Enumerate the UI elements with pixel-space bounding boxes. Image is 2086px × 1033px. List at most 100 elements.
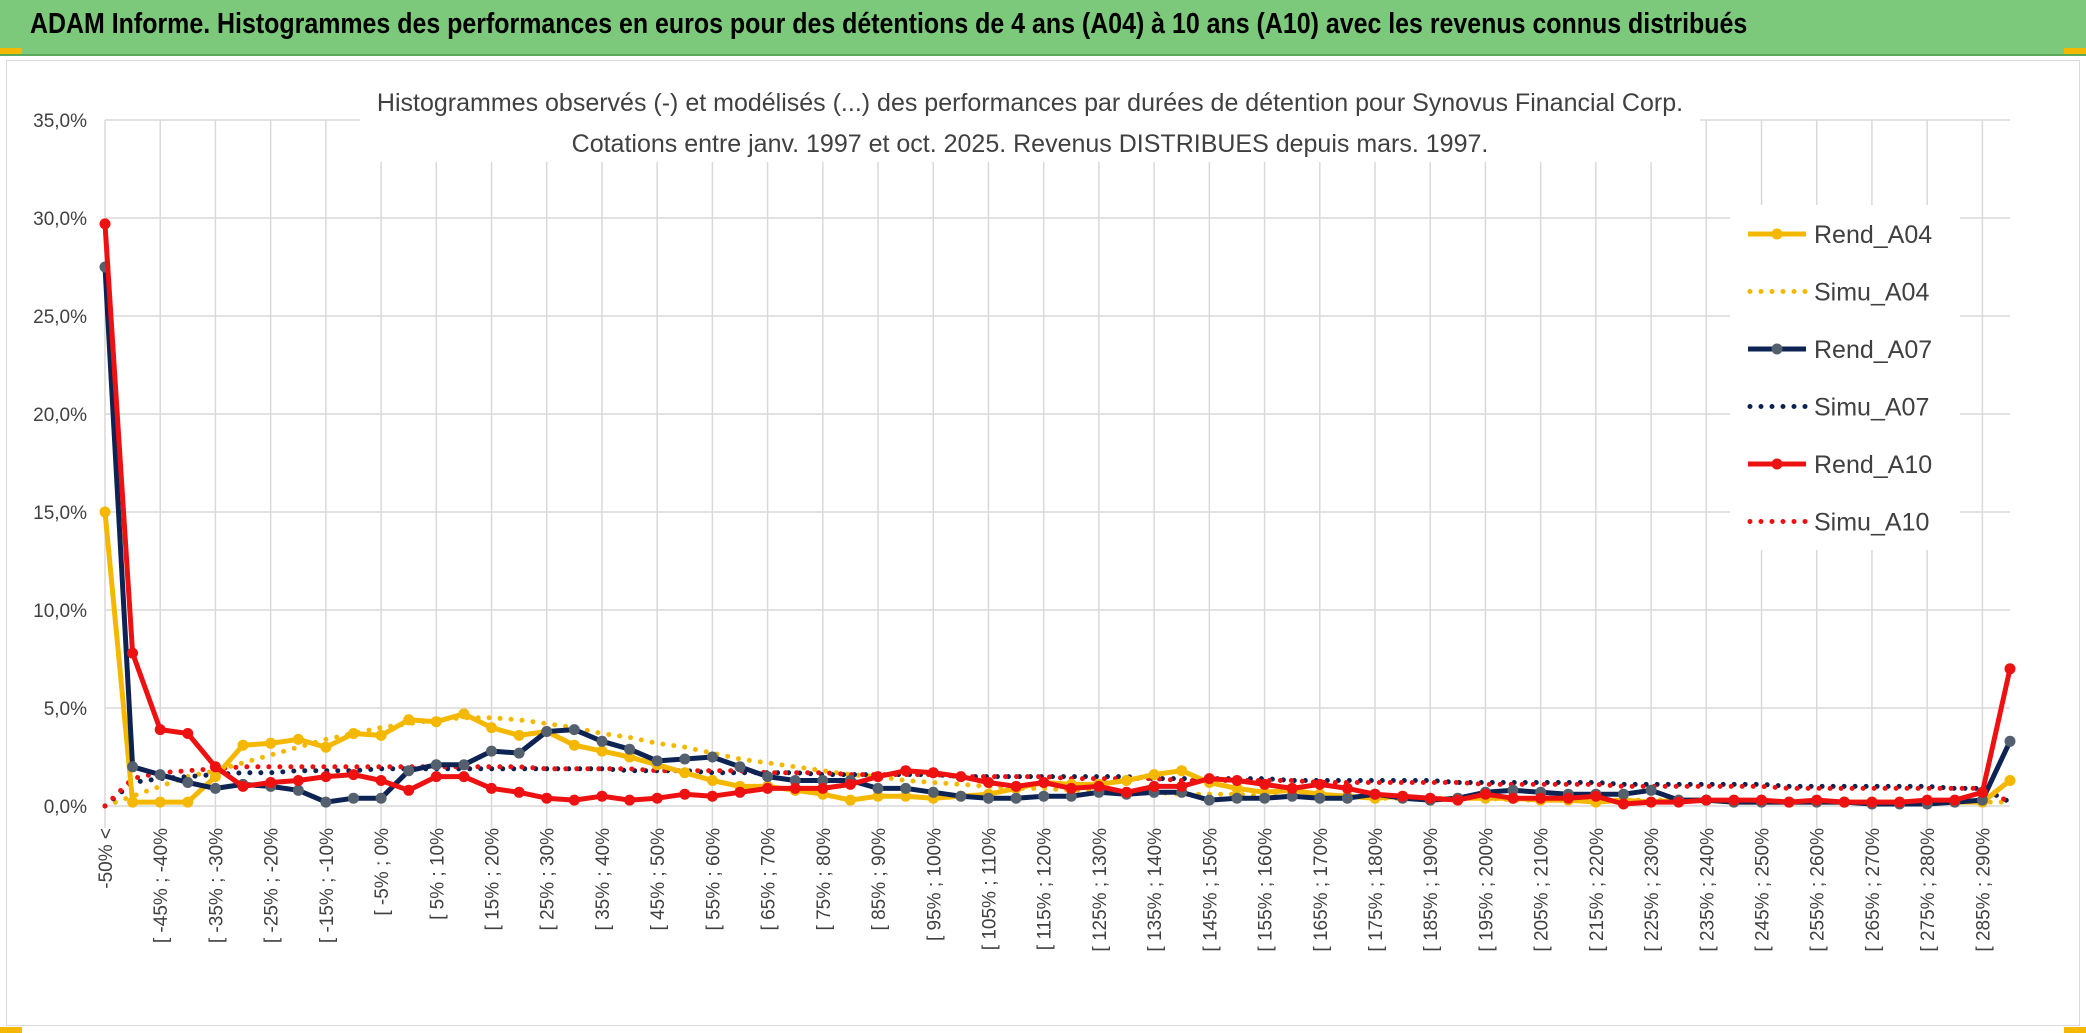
data-point (1535, 792, 1547, 804)
data-point (1203, 794, 1215, 806)
data-point (1314, 792, 1326, 804)
x-tick-label: [ 155% ; 160% (1256, 828, 1277, 952)
data-point (706, 790, 718, 802)
data-point (403, 784, 415, 796)
data-point (486, 722, 497, 734)
data-point (983, 792, 994, 804)
data-point (624, 751, 636, 763)
data-point (844, 794, 856, 806)
data-point (292, 733, 304, 745)
series-line-rend-a07 (102, 266, 2013, 807)
data-point (154, 796, 166, 808)
data-point (1811, 794, 1823, 806)
x-tick-label: [ 265% ; 270% (1863, 828, 1884, 952)
y-tick-label: 10,0% (33, 601, 87, 622)
data-point (348, 769, 359, 781)
data-point (1949, 794, 1961, 806)
data-point (1010, 780, 1022, 792)
data-point (1866, 796, 1878, 808)
data-point (568, 794, 580, 806)
data-point (624, 743, 636, 755)
data-point (292, 775, 304, 786)
x-tick-label: [ 5% ; 10% (427, 828, 448, 920)
data-point (1231, 792, 1243, 804)
data-point (624, 794, 636, 806)
x-tick-label: -50% < (96, 828, 117, 889)
data-point (458, 759, 470, 771)
y-tick-label: 20,0% (33, 405, 87, 426)
data-point (1452, 794, 1464, 806)
data-point (983, 777, 994, 788)
data-point (1259, 778, 1271, 790)
chart-series (99, 218, 2016, 810)
x-tick-label: [ 175% ; 180% (1366, 828, 1387, 952)
data-point (1286, 790, 1298, 802)
data-point (679, 767, 691, 779)
data-point (1203, 773, 1215, 785)
data-point (706, 751, 718, 763)
data-point (872, 771, 884, 783)
x-tick-label: [ 205% ; 210% (1532, 828, 1553, 952)
x-tick-label: [ 245% ; 250% (1753, 828, 1774, 952)
data-point (182, 777, 194, 788)
y-tick-label: 5,0% (44, 699, 87, 720)
data-point (734, 786, 746, 798)
data-point (458, 771, 470, 783)
series-line-rend-a10 (102, 223, 2013, 807)
data-point (1121, 786, 1132, 798)
data-point (900, 790, 912, 802)
data-point (513, 786, 525, 798)
data-point (2004, 663, 2016, 675)
legend-marker (1771, 228, 1783, 240)
data-point (955, 771, 967, 783)
data-point (209, 771, 221, 783)
data-point (209, 761, 221, 773)
data-point (1341, 782, 1353, 794)
data-point (1618, 798, 1629, 810)
data-point (1148, 780, 1160, 792)
data-point (265, 737, 277, 749)
x-tick-label: [ 85% ; 90% (869, 828, 890, 931)
data-point (1756, 794, 1767, 806)
x-tick-label: [ 165% ; 170% (1311, 828, 1332, 952)
data-point (1976, 786, 1988, 798)
data-point (872, 782, 884, 794)
y-axis-ticks: 0,0% 5,0% 10,0% 15,0% 20,0% 25,0% 30,0% 35,0% (33, 111, 87, 818)
data-point (154, 724, 166, 736)
data-point (182, 796, 194, 808)
x-tick-label: [ 195% ; 200% (1476, 828, 1497, 952)
data-point (2004, 735, 2016, 747)
data-point (430, 771, 442, 783)
data-point (1065, 782, 1077, 794)
data-point (430, 759, 442, 771)
data-point (403, 714, 415, 726)
data-point (127, 796, 139, 808)
data-point (320, 771, 332, 783)
data-point (375, 775, 387, 786)
footer-accent-left (0, 1027, 22, 1033)
legend-marker (1771, 343, 1783, 355)
data-point (1369, 788, 1381, 800)
data-point (1231, 775, 1243, 786)
data-point (1645, 784, 1657, 796)
x-tick-label: [ 95% ; 100% (924, 828, 945, 941)
x-tick-label: [ -15% ; -10% (317, 828, 338, 943)
data-point (1562, 792, 1574, 804)
legend-label: Simu_A04 (1814, 279, 1929, 307)
data-point (292, 784, 304, 796)
data-point (1507, 784, 1519, 796)
x-tick-label: [ 115% ; 120% (1035, 828, 1056, 950)
data-point (706, 775, 718, 786)
series-line-rend-a04 (102, 511, 2012, 805)
footer-accent-right (2064, 1027, 2086, 1033)
x-tick-label: [ 55% ; 60% (703, 828, 724, 931)
data-point (1838, 796, 1850, 808)
data-point (734, 761, 746, 773)
data-point (265, 777, 277, 788)
data-point (1121, 775, 1132, 786)
data-point (1728, 794, 1740, 806)
x-tick-label: [ -45% ; -40% (151, 828, 172, 943)
x-tick-label: [ 125% ; 130% (1090, 828, 1111, 952)
